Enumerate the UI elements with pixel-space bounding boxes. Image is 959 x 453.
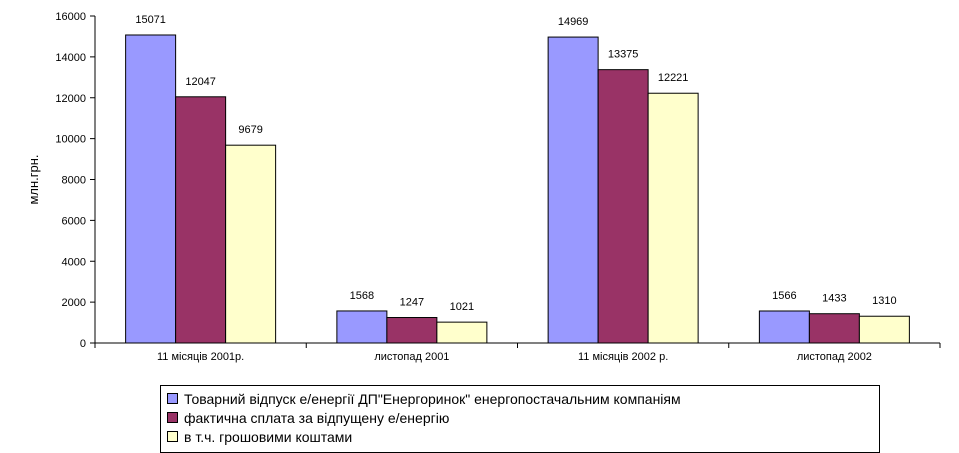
data-label: 1566 bbox=[772, 290, 796, 302]
legend-label: Товарний відпуск е/енергії ДП"Енергорино… bbox=[184, 390, 681, 407]
bar bbox=[225, 144, 277, 344]
data-label: 1568 bbox=[350, 290, 374, 302]
legend-label: в т.ч. грошовими коштами bbox=[184, 428, 353, 445]
bar bbox=[336, 310, 388, 344]
x-tick-label: листопад 2002 bbox=[797, 351, 872, 363]
bar bbox=[436, 321, 488, 344]
y-tick-label: 0 bbox=[80, 338, 86, 350]
y-tick-label: 4000 bbox=[62, 256, 86, 268]
y-axis-title: млн.грн. bbox=[26, 154, 41, 204]
legend-swatch bbox=[167, 431, 178, 442]
bar bbox=[858, 315, 910, 344]
data-label: 1021 bbox=[450, 301, 474, 313]
data-label: 13375 bbox=[608, 49, 639, 61]
legend-swatch bbox=[167, 393, 178, 404]
data-label: 12221 bbox=[658, 72, 689, 84]
data-label: 1433 bbox=[822, 293, 846, 305]
legend-swatch bbox=[167, 412, 178, 423]
bar bbox=[547, 36, 599, 344]
bar-chart: 0 2000 4000 6000 8000 10000 12000 14000 16000 11 … bbox=[26, 11, 941, 363]
legend: Товарний відпуск е/енергії ДП"Енергорино… bbox=[160, 385, 880, 453]
data-label: 12047 bbox=[185, 76, 216, 88]
y-tick-label: 14000 bbox=[55, 52, 86, 64]
bar bbox=[758, 310, 810, 344]
data-label: 14969 bbox=[558, 16, 589, 28]
axes: 0 2000 4000 6000 8000 10000 12000 14000 16000 11 … bbox=[55, 11, 941, 363]
legend-item: Товарний відпуск е/енергії ДП"Енергорино… bbox=[167, 389, 873, 408]
x-tick-label: листопад 2001 bbox=[374, 351, 449, 363]
data-label: 9679 bbox=[238, 124, 262, 136]
x-tick-label: 11 місяців 2002 р. bbox=[578, 351, 668, 363]
bar bbox=[597, 69, 649, 344]
bar bbox=[808, 313, 860, 344]
bars bbox=[125, 34, 910, 344]
data-label: 15071 bbox=[135, 14, 166, 26]
legend-item: фактична сплата за відпущену е/енергію bbox=[167, 408, 873, 427]
data-label: 1247 bbox=[400, 297, 424, 309]
bar bbox=[386, 317, 438, 344]
y-tick-label: 16000 bbox=[55, 11, 86, 23]
y-tick-label: 10000 bbox=[55, 134, 86, 146]
data-labels: 15071 12047 9679 1568 1247 1021 14969 13375 1222… bbox=[135, 14, 896, 313]
legend-item: в т.ч. грошовими коштами bbox=[167, 427, 873, 446]
bar bbox=[125, 34, 177, 344]
legend-label: фактична сплата за відпущену е/енергію bbox=[184, 409, 450, 426]
x-tick-label: 11 місяців 2001р. bbox=[157, 351, 244, 363]
y-tick-label: 2000 bbox=[62, 297, 86, 309]
y-tick-label: 12000 bbox=[55, 93, 86, 105]
data-label: 1310 bbox=[872, 295, 896, 307]
y-tick-label: 6000 bbox=[62, 215, 86, 227]
y-tick-label: 8000 bbox=[62, 175, 86, 187]
bar bbox=[647, 92, 699, 344]
bar bbox=[175, 96, 227, 344]
